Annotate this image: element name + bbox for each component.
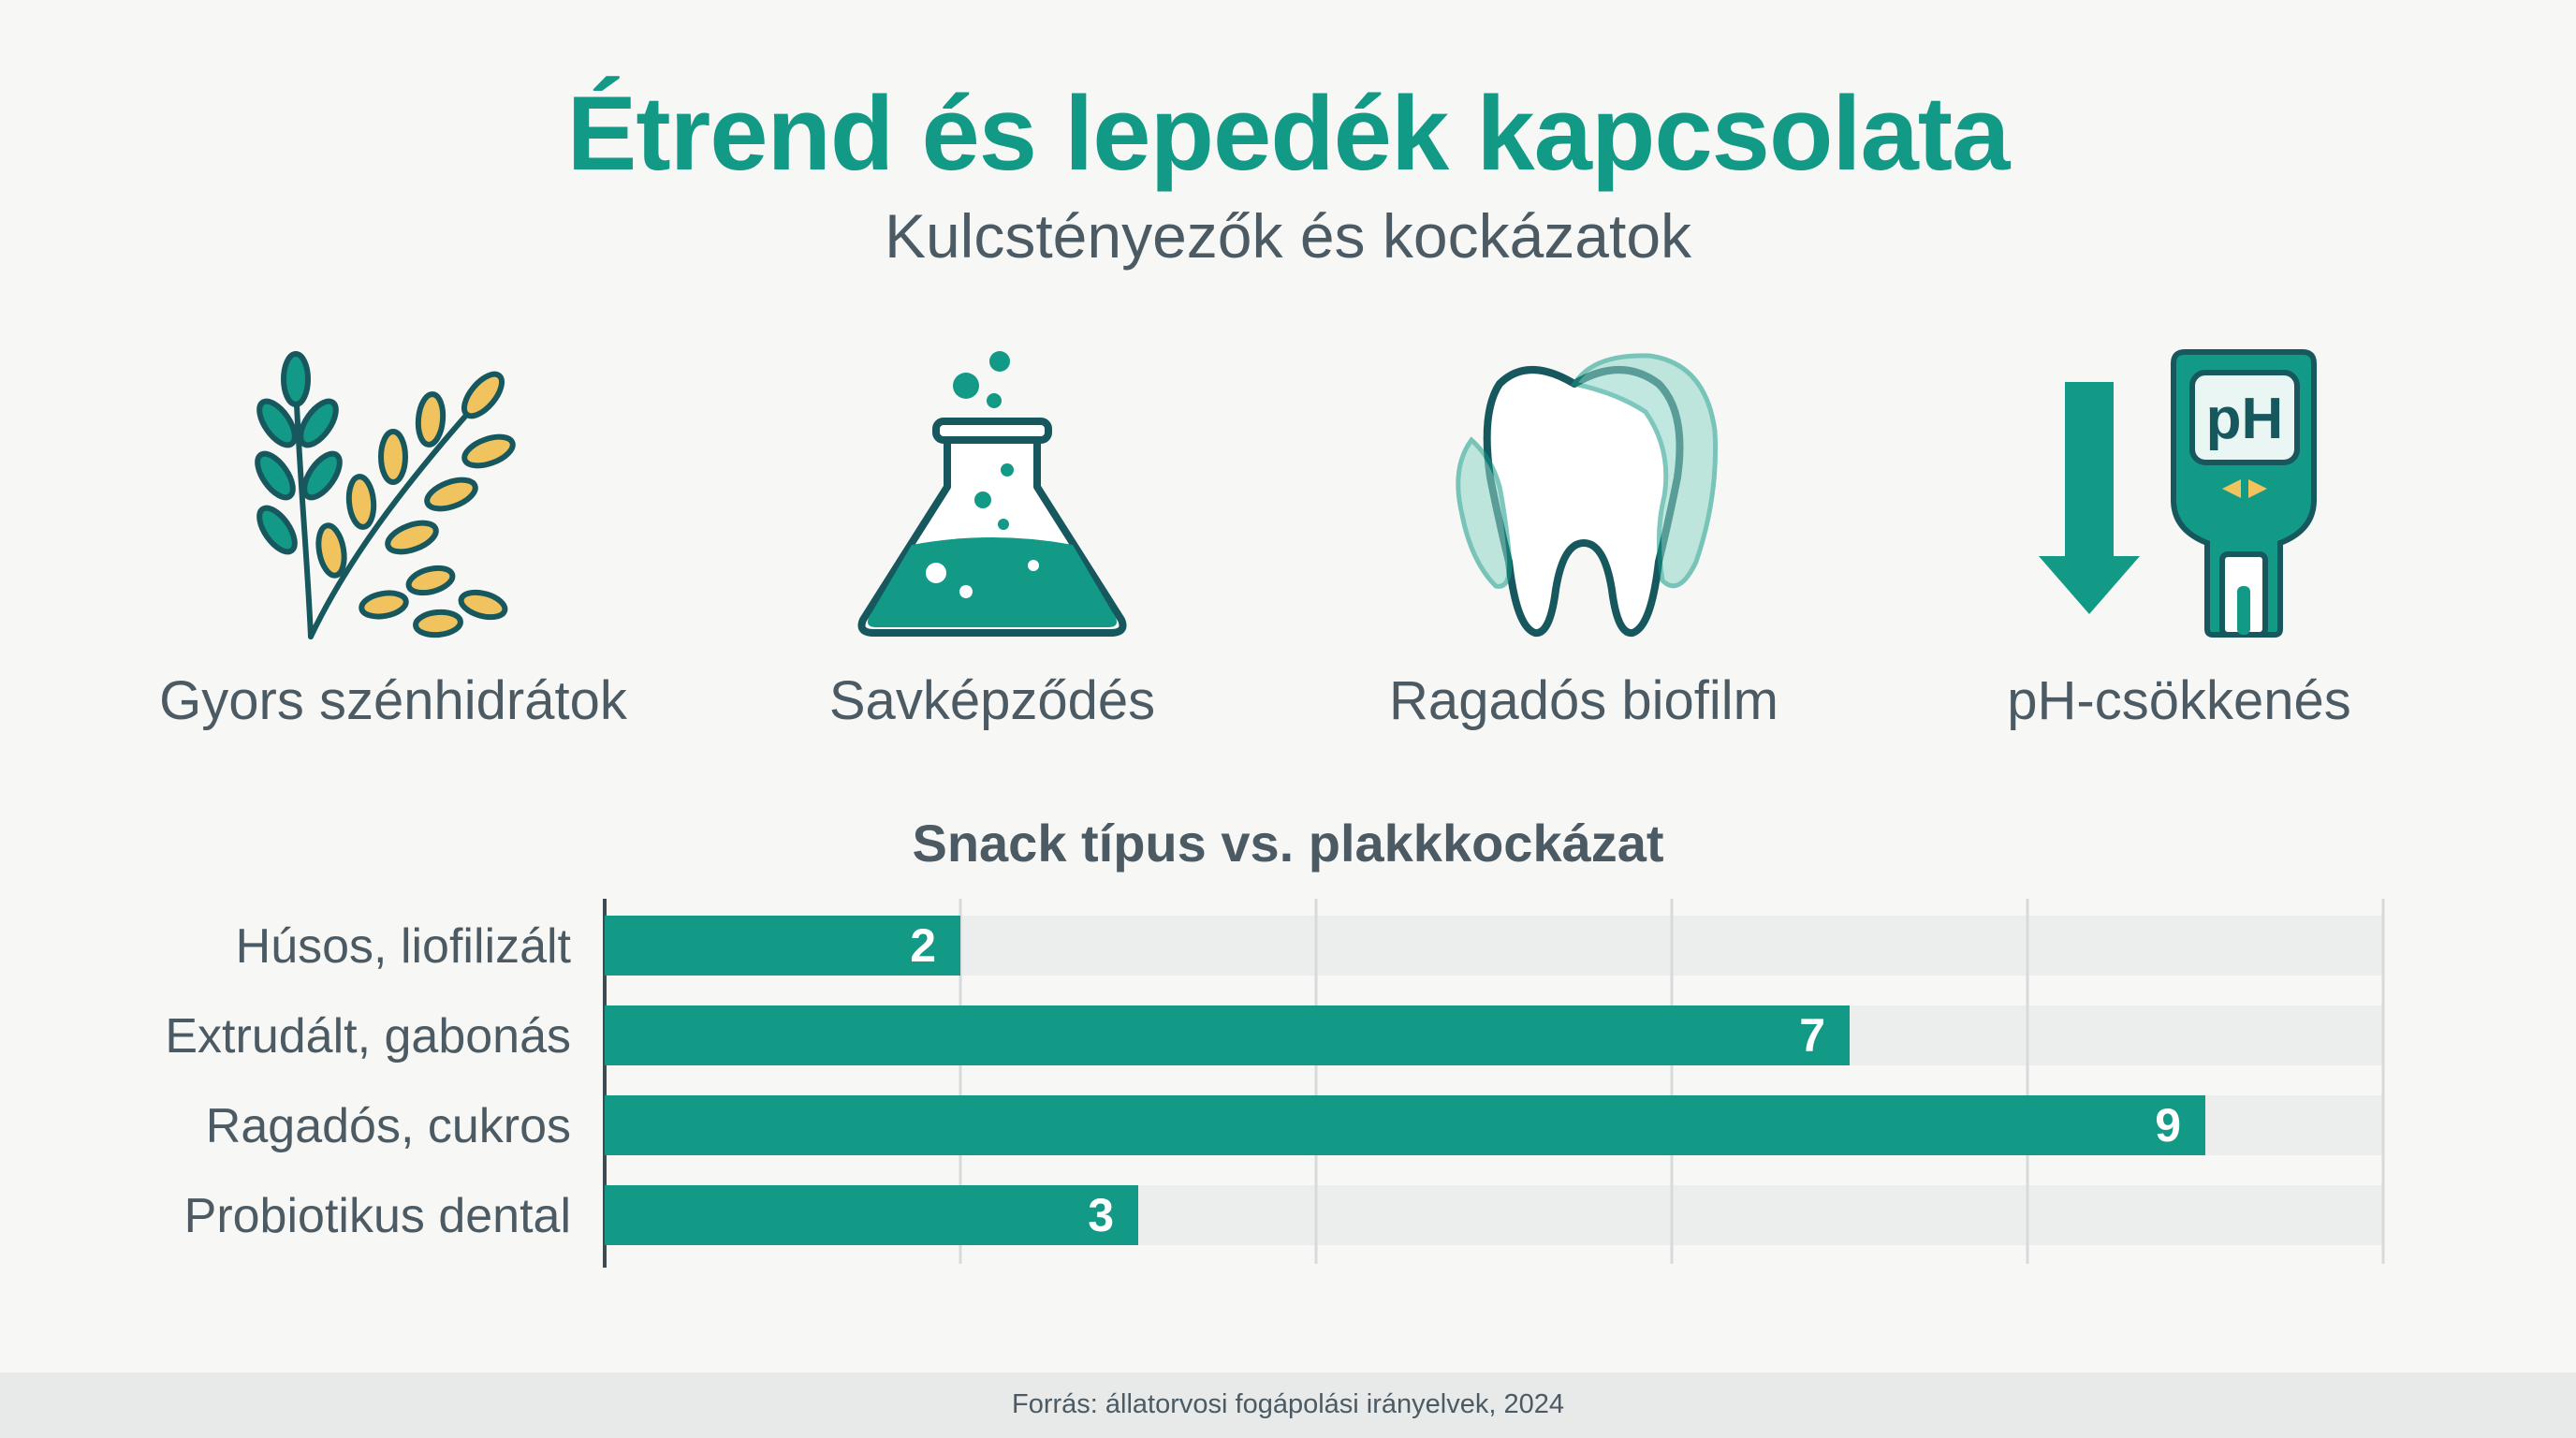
bar-chart: 2 Húsos, liofilizált 7 Extrudált, gabonás 9 R…	[165, 899, 2385, 1268]
factor-label: pH-csökkenés	[2007, 670, 2351, 731]
flask-icon	[857, 351, 1127, 637]
bar-value-label: 7	[1799, 1009, 1825, 1062]
factor-ph-drop: pH pH-csökkenés	[1852, 346, 2507, 740]
bar-value-label: 3	[1088, 1189, 1114, 1241]
page-title: Étrend és lepedék kapcsolata	[566, 75, 2011, 192]
chart-title: Snack típus vs. plakkkockázat	[912, 814, 1664, 873]
bar-1	[605, 916, 960, 976]
bar-3	[605, 1095, 2205, 1155]
bar-value-label: 2	[910, 919, 936, 972]
source-note: Forrás: állatorvosi fogápolási irányelve…	[1012, 1389, 1564, 1419]
ph-meter-text: pH	[2206, 387, 2284, 451]
category-label: Extrudált, gabonás	[165, 1009, 571, 1064]
page-subtitle: Kulcstényezők és kockázatok	[884, 201, 1692, 271]
category-label: Ragadós, cukros	[206, 1099, 571, 1153]
bar-2	[605, 1005, 1850, 1065]
category-label: Probiotikus dental	[184, 1189, 571, 1243]
factor-label: Ragadós biofilm	[1389, 670, 1778, 731]
bar-4	[605, 1185, 1138, 1245]
factor-sticky-biofilm: Ragadós biofilm	[1256, 346, 1911, 740]
tooth-biofilm-icon	[1456, 353, 1719, 637]
category-label: Húsos, liofilizált	[236, 919, 572, 974]
factor-label: Gyors szénhidrátok	[159, 670, 627, 731]
footer: Forrás: állatorvosi fogápolási irányelve…	[0, 1372, 2576, 1438]
factor-fast-carbs: Gyors szénhidrátok	[66, 346, 721, 740]
bar-value-label: 9	[2155, 1099, 2181, 1152]
factor-label: Savképződés	[828, 670, 1156, 731]
ph-meter-down-icon: pH	[2039, 349, 2317, 638]
wheat-icon	[255, 351, 516, 639]
factor-acid-formation: Savképződés	[665, 346, 1320, 740]
